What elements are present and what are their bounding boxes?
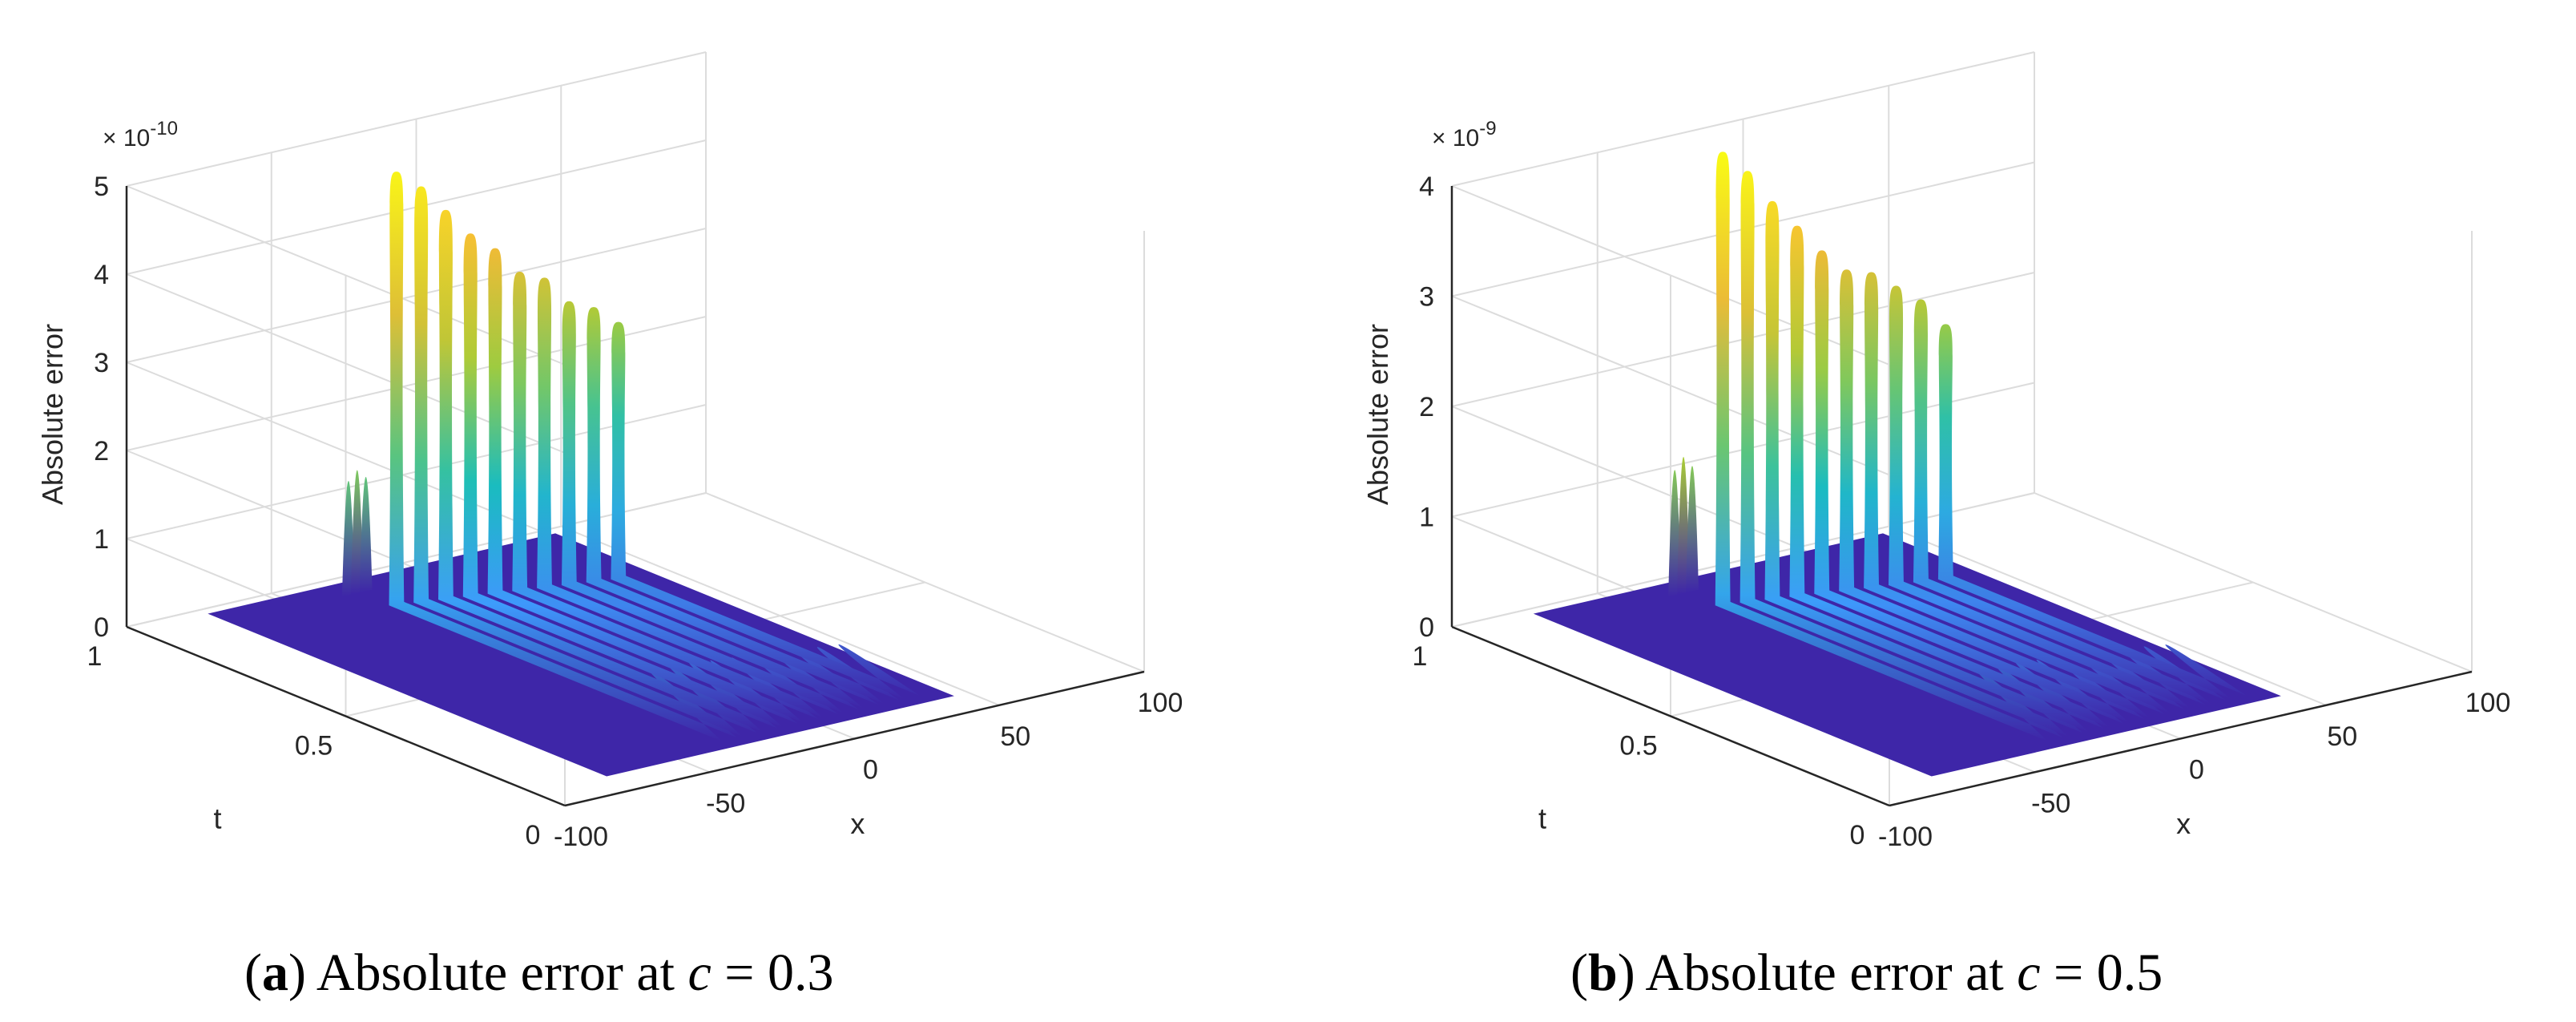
x-tick-label: -50 — [2031, 788, 2070, 818]
z-tick-label: 5 — [94, 172, 109, 202]
z-tick-label: 3 — [94, 348, 109, 378]
t-axis-line — [1451, 625, 1890, 807]
z-tick-label: 0 — [94, 612, 109, 643]
x-tick-label: -100 — [554, 822, 608, 852]
z-tick-label: 2 — [94, 436, 109, 467]
x-tick-label: 100 — [2465, 688, 2511, 718]
z-tick-label: 1 — [94, 524, 109, 555]
x-tick-label: 100 — [1138, 688, 1183, 718]
x-axis-label: x — [2176, 807, 2191, 840]
ridge-peak — [586, 307, 900, 704]
t-axis-label: t — [1538, 802, 1546, 835]
x-tick-label: 0 — [863, 755, 878, 786]
z-axis-label: Absolute error — [1361, 324, 1394, 505]
t-tick-label: 1 — [1413, 641, 1428, 672]
ridge-hump — [359, 476, 373, 593]
z-multiplier: × 10-10 — [103, 118, 178, 151]
ridge-peak — [611, 321, 920, 700]
panel-caption: (a) Absolute error at c = 0.3 — [244, 943, 834, 1002]
x-tick-label: -50 — [706, 788, 745, 818]
ridge-hump — [1677, 456, 1691, 595]
x-axis-line — [1889, 670, 2473, 807]
t-tick-label: 1 — [87, 641, 103, 672]
panel-caption: (b) Absolute error at c = 0.5 — [1570, 943, 2163, 1002]
ridge-hump — [1685, 466, 1699, 593]
ridge-peak — [1937, 324, 2247, 700]
z-tick-label: 2 — [1419, 392, 1434, 422]
z-tick-label: 1 — [1419, 503, 1434, 533]
t-tick-label: 0 — [1850, 820, 1865, 850]
x-axis-label: x — [850, 807, 865, 840]
t-tick-label: 0 — [526, 820, 541, 850]
z-tick-label: 0 — [1419, 612, 1434, 643]
x-axis-line — [564, 670, 1145, 807]
x-tick-label: 50 — [1000, 721, 1030, 752]
x-tick-label: -100 — [1878, 822, 1933, 852]
t-tick-label: 0.5 — [295, 731, 333, 761]
z-multiplier: × 10-9 — [1432, 118, 1497, 151]
x-tick-label: 0 — [2189, 755, 2204, 786]
t-tick-label: 0.5 — [1619, 731, 1657, 761]
z-axis-label: Absolute error — [36, 324, 69, 505]
t-axis-label: t — [213, 802, 221, 835]
t-axis-line — [126, 625, 566, 807]
z-tick-label: 4 — [1419, 172, 1434, 202]
z-tick-label: 3 — [1419, 282, 1434, 313]
x-tick-label: 50 — [2327, 721, 2357, 752]
z-tick-label: 4 — [94, 260, 109, 290]
